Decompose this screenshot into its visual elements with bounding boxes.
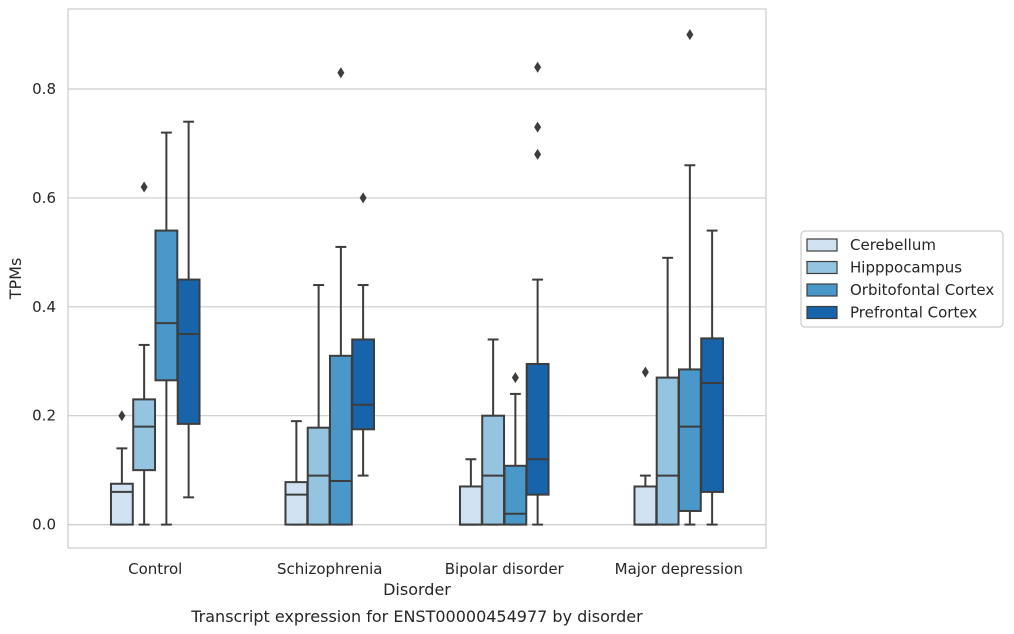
box-body: [655, 376, 680, 526]
box-body: [328, 354, 353, 526]
box-2-3: [677, 29, 702, 526]
box-body: [633, 485, 658, 526]
outlier-point: [534, 148, 542, 160]
legend-label: Cerebellum: [850, 236, 936, 254]
box-1-2: [481, 338, 506, 526]
box-3-3: [700, 229, 725, 526]
box-1-1: [306, 284, 331, 526]
box-3-2: [525, 61, 550, 526]
box-0-2: [458, 458, 483, 526]
x-axis-ticks: Control Schizophrenia Bipolar disorder Majo…: [128, 560, 743, 578]
x-tick-label: Control: [128, 560, 182, 578]
x-tick-label: Schizophrenia: [277, 560, 382, 578]
box-body: [132, 398, 157, 472]
legend-swatch: [806, 283, 838, 297]
box-body: [700, 337, 725, 493]
box-body: [109, 482, 134, 526]
box-1-0: [132, 181, 157, 526]
outlier-point: [534, 61, 542, 73]
outlier-point: [337, 67, 345, 79]
box-2-2: [503, 372, 528, 526]
outlier-point: [140, 181, 148, 193]
legend-swatch: [806, 260, 838, 275]
chart-caption: Transcript expression for ENST0000045497…: [190, 607, 643, 626]
outlier-point: [359, 192, 367, 204]
y-axis-ticks: 0.0 0.2 0.4 0.6 0.8: [32, 80, 56, 534]
box-body: [154, 229, 179, 382]
x-tick-label: Bipolar disorder: [445, 560, 565, 578]
legend-label: Prefrontal Cortex: [850, 304, 977, 322]
y-tick-label: 0.4: [32, 298, 56, 316]
box-3-0: [176, 120, 201, 499]
legend-swatch: [806, 238, 838, 252]
outlier-point: [511, 372, 519, 384]
outlier-point: [534, 121, 542, 133]
box-2-0: [154, 131, 179, 526]
box-body: [677, 368, 702, 512]
x-axis-label: Disorder: [383, 580, 451, 599]
legend-swatch: [806, 305, 838, 320]
outlier-point: [686, 29, 694, 41]
y-tick-label: 0.6: [32, 189, 56, 207]
outlier-point: [118, 410, 126, 422]
y-tick-label: 0.0: [32, 516, 56, 534]
box-body: [176, 278, 201, 425]
box-plots: [109, 29, 725, 526]
box-body: [525, 362, 550, 496]
legend-label: Hipppocampus: [850, 259, 962, 277]
box-0-0: [109, 410, 134, 526]
outlier-point: [641, 366, 649, 378]
box-1-3: [655, 256, 680, 526]
legend-frame: [800, 230, 1004, 328]
box-body: [351, 338, 376, 431]
box-0-1: [284, 420, 309, 526]
y-tick-label: 0.8: [32, 80, 56, 98]
box-body: [503, 464, 528, 526]
box-0-3: [633, 366, 658, 526]
legend-label: Orbitofontal Cortex: [850, 281, 994, 299]
box-2-1: [328, 67, 353, 526]
box-body: [481, 414, 506, 526]
box-body: [284, 481, 309, 526]
y-axis-label: TPMs: [6, 258, 25, 301]
y-tick-label: 0.2: [32, 407, 56, 425]
box-3-1: [351, 192, 376, 477]
box-body: [458, 485, 483, 526]
x-tick-label: Major depression: [615, 560, 743, 578]
legend: Cerebellum Hipppocampus Orbitofontal Corte…: [800, 230, 1004, 328]
plot-frame: [67, 8, 767, 549]
